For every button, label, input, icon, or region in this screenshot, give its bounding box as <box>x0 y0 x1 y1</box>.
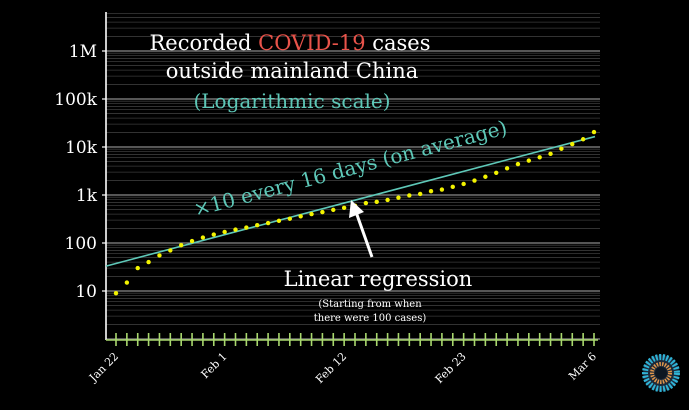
x-tick-label: Feb 12 <box>313 350 349 386</box>
data-point <box>168 248 173 253</box>
data-point <box>157 253 162 258</box>
data-point <box>461 181 466 187</box>
y-tick-label: 10 <box>75 282 97 302</box>
chart-title-line2: outside mainland China <box>166 59 419 83</box>
regression-note-line1: (Starting from when <box>318 299 422 310</box>
x-tick-label: Mar 6 <box>566 350 599 383</box>
data-point <box>222 229 227 235</box>
data-point <box>298 214 303 219</box>
arrow-shaft <box>354 211 374 258</box>
pi-creature-logo-icon <box>642 354 680 392</box>
data-point <box>178 242 184 248</box>
y-tick-label: 100k <box>54 90 97 110</box>
data-point <box>341 205 347 211</box>
data-point <box>233 227 238 232</box>
data-point <box>494 170 499 176</box>
x-ticks <box>115 333 595 346</box>
data-point <box>559 146 564 151</box>
regression-note-line2: there were 100 cases) <box>314 313 427 324</box>
data-point <box>320 209 325 215</box>
y-tick-labels: 10 100 1k 10k 100k 1M <box>54 42 97 302</box>
data-point <box>580 137 586 142</box>
data-point <box>472 178 477 183</box>
data-point <box>428 188 434 194</box>
data-point <box>113 290 119 296</box>
data-point <box>265 220 271 226</box>
data-point <box>135 265 140 271</box>
data-point <box>255 222 260 228</box>
x-tick-label: Jan 22 <box>86 350 121 385</box>
data-point <box>374 199 379 205</box>
data-point <box>309 211 314 217</box>
data-points <box>113 129 597 296</box>
title-highlight: COVID-19 <box>258 31 365 55</box>
data-point <box>417 191 423 197</box>
data-point <box>407 193 412 198</box>
data-point <box>363 200 369 206</box>
data-point <box>439 187 445 192</box>
regression-label: Linear regression <box>284 267 473 291</box>
data-point <box>483 174 488 179</box>
data-point <box>146 259 151 265</box>
y-tick-label: 10k <box>65 138 98 158</box>
data-point <box>396 195 401 200</box>
x-tick-labels: Jan 22 Feb 1 Feb 12 Feb 23 Mar 6 <box>86 350 599 386</box>
y-tick-label: 100 <box>65 234 97 254</box>
data-point <box>504 166 510 171</box>
data-point <box>287 216 293 221</box>
chart-subtitle: (Logarithmic scale) <box>193 89 390 113</box>
regression-line <box>105 135 596 267</box>
data-point <box>591 129 597 135</box>
chart-title-line1: Recorded COVID-19 cases <box>149 31 430 55</box>
x-tick-label: Feb 23 <box>433 350 469 386</box>
data-point <box>537 155 542 160</box>
data-point <box>124 280 130 285</box>
data-point <box>189 238 195 244</box>
data-point <box>385 197 390 203</box>
x-tick-label: Feb 1 <box>199 350 230 381</box>
data-point <box>276 218 282 224</box>
y-axis <box>102 12 107 340</box>
y-tick-label: 1M <box>69 42 97 62</box>
data-point <box>244 225 249 230</box>
data-point <box>200 235 206 240</box>
arrow-head-icon <box>349 200 364 218</box>
data-point <box>450 184 455 190</box>
data-point <box>526 158 532 163</box>
y-tick-label: 1k <box>76 186 98 206</box>
data-point <box>515 161 521 167</box>
data-point <box>331 207 336 213</box>
data-point <box>211 232 216 237</box>
data-point <box>570 141 575 147</box>
data-point <box>548 151 553 157</box>
